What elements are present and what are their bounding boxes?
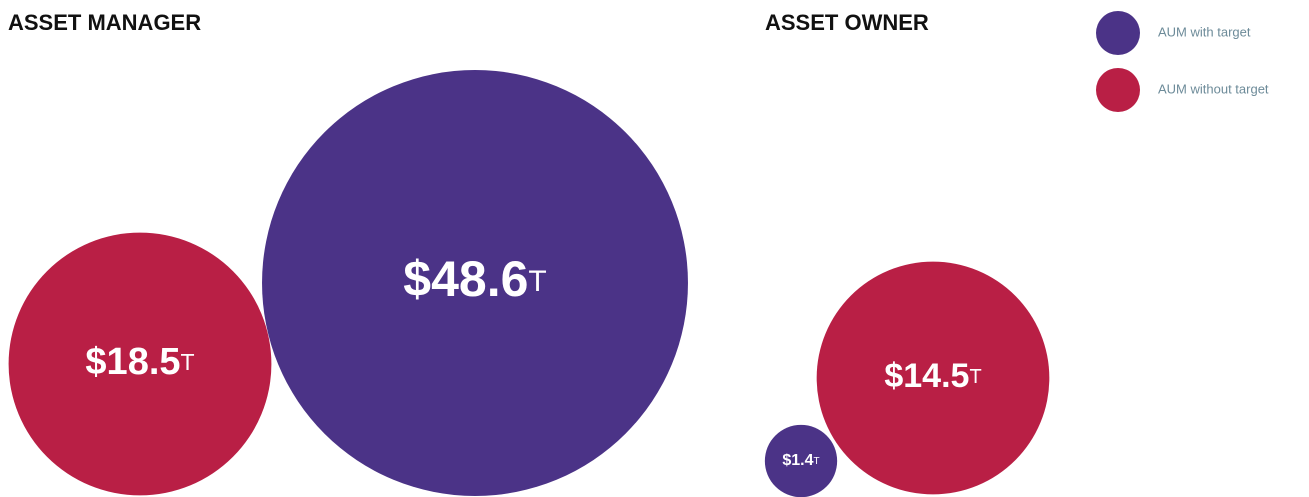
- data-label: $18.5T: [85, 341, 194, 383]
- bubble: [816, 261, 1050, 495]
- legend-swatch: [1096, 11, 1140, 55]
- data-label: $48.6T: [403, 251, 546, 307]
- bubble: [262, 70, 688, 496]
- bubble: [8, 232, 272, 496]
- data-label: $14.5T: [884, 357, 981, 395]
- chart-title: ASSET OWNER: [765, 10, 929, 35]
- legend-label: AUM with target: [1158, 24, 1251, 39]
- legend-swatch: [1096, 68, 1140, 112]
- data-label: $1.4T: [782, 452, 819, 469]
- legend-label: AUM without target: [1158, 81, 1269, 96]
- bubble: [764, 424, 838, 497]
- chart-title: ASSET MANAGER: [8, 10, 201, 35]
